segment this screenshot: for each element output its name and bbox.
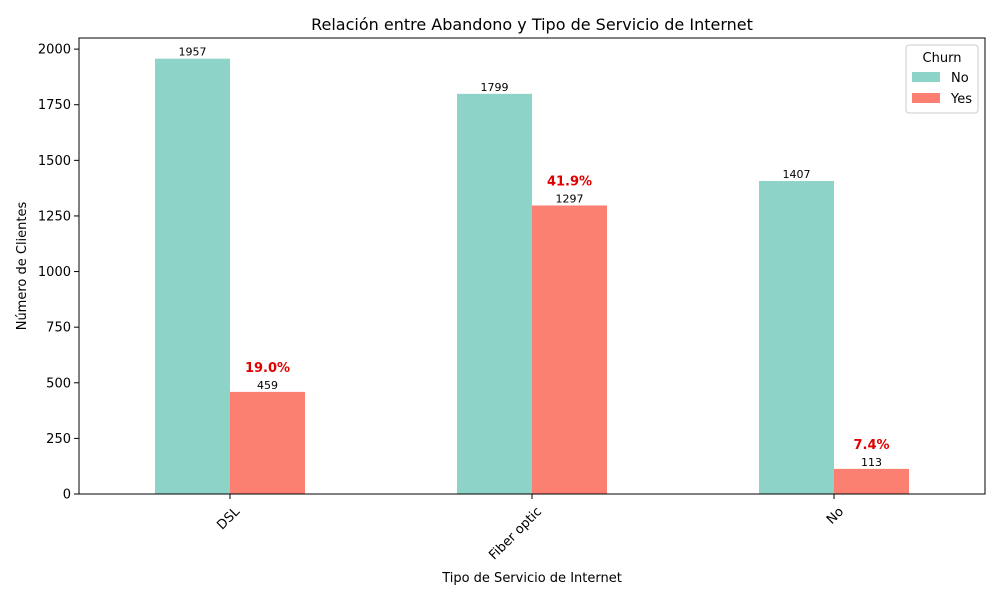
x-tick-label: DSL <box>214 504 243 533</box>
churn-rate-label: 7.4% <box>853 438 889 453</box>
bar-yes <box>532 205 607 494</box>
churn-rate-label: 41.9% <box>547 174 592 189</box>
bar-value-label: 1957 <box>179 46 207 59</box>
bar-value-label: 459 <box>257 379 278 392</box>
x-tick-label: No <box>824 504 847 527</box>
bar-no <box>457 93 532 495</box>
y-tick-label: 500 <box>46 376 71 391</box>
legend-entry-no: No <box>951 71 969 86</box>
y-axis: 0 250 500 750 1000 1250 1500 1750 2000 <box>38 43 79 503</box>
y-tick-label: 2000 <box>38 43 71 58</box>
bar-value-label: 113 <box>861 456 882 469</box>
y-tick-label: 250 <box>46 432 71 447</box>
y-tick-label: 1750 <box>38 98 71 113</box>
x-axis-title: Tipo de Servicio de Internet <box>441 571 622 586</box>
chart-title: Relación entre Abandono y Tipo de Servic… <box>311 15 753 34</box>
legend-title: Churn <box>923 51 962 66</box>
bar-no <box>759 181 834 494</box>
churn-rate-label: 19.0% <box>245 361 290 376</box>
legend-entry-yes: Yes <box>950 92 972 107</box>
bar-value-label: 1297 <box>556 192 584 205</box>
legend-swatch-no <box>912 72 940 82</box>
bar-no <box>155 58 230 494</box>
y-tick-label: 1500 <box>38 154 71 169</box>
bar-yes <box>834 468 909 494</box>
plot-area: 1957 459 19.0% 1799 1297 41.9% 1407 113 7.4% <box>155 46 909 495</box>
legend: Churn No Yes <box>905 44 979 114</box>
x-tick-label: Fiber optic <box>486 504 545 563</box>
bar-yes <box>230 391 305 494</box>
bar-value-label: 1799 <box>481 81 509 94</box>
y-tick-label: 750 <box>46 321 71 336</box>
y-tick-label: 0 <box>63 488 71 503</box>
legend-swatch-yes <box>912 93 940 103</box>
bar-value-label: 1407 <box>783 168 811 181</box>
y-axis-title: Número de Clientes <box>15 201 30 330</box>
y-tick-label: 1000 <box>38 265 71 280</box>
x-axis: DSL Fiber optic No <box>214 494 847 563</box>
y-tick-label: 1250 <box>38 209 71 224</box>
